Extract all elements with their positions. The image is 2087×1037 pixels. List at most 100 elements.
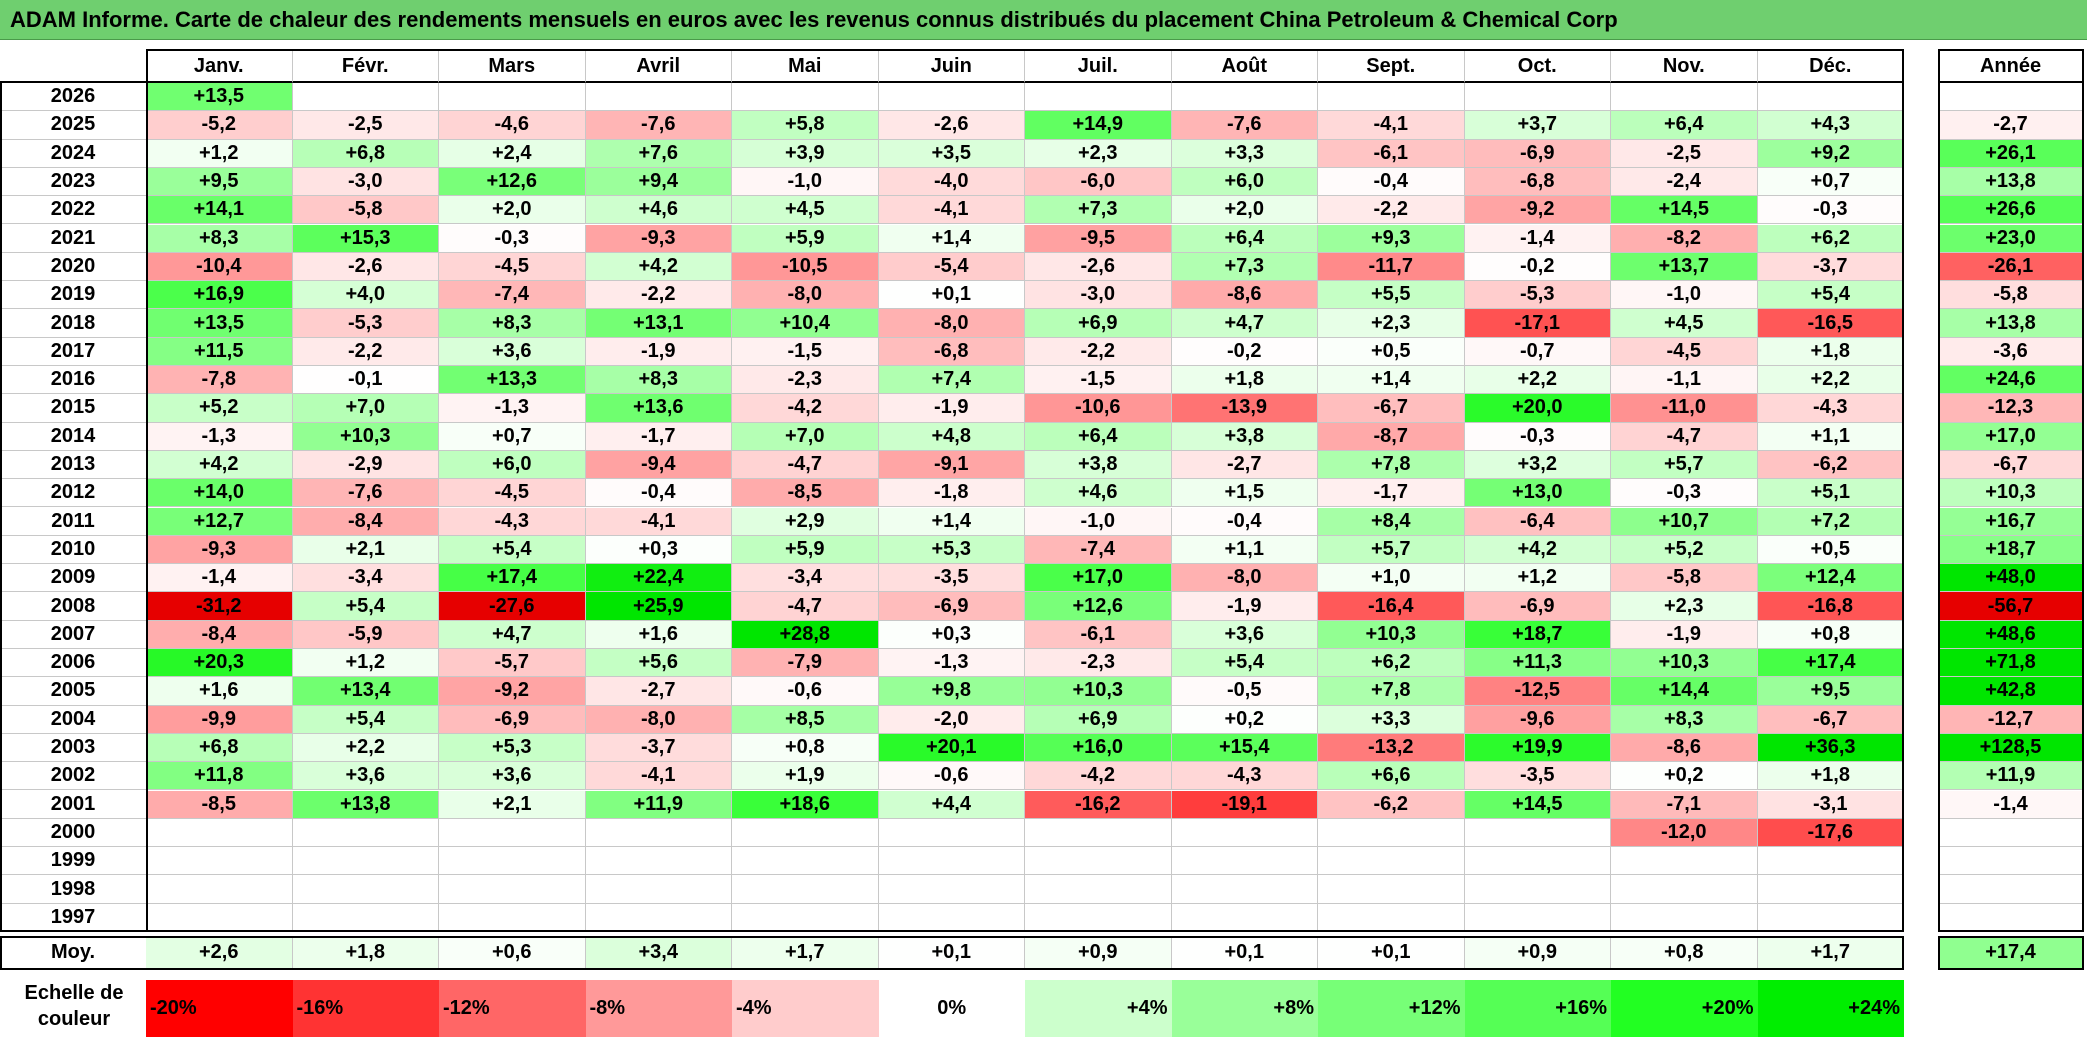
heatmap-cell: -16,8	[1757, 592, 1904, 621]
scale-swatch: -20%	[146, 980, 293, 1037]
heatmap-cell: +4,4	[878, 790, 1025, 819]
heatmap-cell	[878, 847, 1025, 876]
heatmap-cell: +2,2	[292, 733, 439, 763]
heatmap-cell: -0,3	[1757, 196, 1904, 225]
heatmap-cell: -11,0	[1611, 394, 1758, 423]
year-label: 2006	[0, 649, 146, 678]
heatmap-cell: +6,9	[1025, 705, 1172, 734]
heatmap-cell: +5,2	[146, 394, 293, 423]
heatmap-cell: -9,1	[878, 450, 1025, 480]
heatmap-cell: +6,4	[1025, 422, 1172, 451]
heatmap-cell: -8,2	[1611, 224, 1758, 253]
heatmap-cell: -10,6	[1025, 394, 1172, 423]
heatmap-cell: +4,0	[292, 281, 439, 310]
heatmap-cell: +11,9	[585, 790, 732, 819]
scale-swatch: +8%	[1171, 980, 1318, 1037]
heatmap-cell: +5,7	[1318, 535, 1465, 565]
heatmap-cell	[1464, 875, 1611, 904]
heatmap-cell	[1611, 875, 1758, 904]
heatmap-cell: -7,1	[1611, 790, 1758, 819]
heatmap-cell: +8,3	[1611, 705, 1758, 734]
heatmap-cell: +7,3	[1025, 196, 1172, 225]
heatmap-cell: +5,5	[1318, 281, 1465, 310]
heatmap-cell	[146, 875, 293, 904]
heatmap-cell	[1464, 847, 1611, 876]
heatmap-cell: +14,0	[146, 479, 293, 508]
annual-cell: +42,8	[1938, 677, 2084, 706]
heatmap-cell: +2,3	[1318, 309, 1465, 338]
heatmap-cell: -3,7	[1757, 252, 1904, 282]
heatmap-cell: -8,7	[1318, 422, 1465, 451]
heatmap-cell	[1464, 83, 1611, 112]
heatmap-cell: -6,9	[1464, 139, 1611, 168]
heatmap-cell: -6,0	[1025, 167, 1172, 197]
heatmap-cell: -12,0	[1611, 818, 1758, 848]
month-header: Févr.	[292, 49, 439, 83]
heatmap-cell: +6,2	[1757, 224, 1904, 253]
heatmap-cell: -1,0	[1611, 281, 1758, 310]
heatmap-cell: +17,4	[1757, 649, 1904, 678]
heatmap-cell: -1,9	[878, 394, 1025, 423]
year-label: 2002	[0, 762, 146, 791]
heatmap-cell: +3,6	[439, 762, 586, 791]
heatmap-cell: +2,1	[439, 790, 586, 819]
month-header: Juil.	[1025, 49, 1172, 83]
heatmap-cell: -9,2	[439, 677, 586, 706]
heatmap-cell: -3,1	[1757, 790, 1904, 819]
heatmap-cell: +12,6	[439, 167, 586, 197]
annual-cell: +10,3	[1938, 479, 2084, 508]
heatmap-cell: -13,2	[1318, 733, 1465, 763]
heatmap-cell: +4,7	[1171, 309, 1318, 338]
heatmap-cell: +0,3	[585, 535, 732, 565]
scale-swatch: +24%	[1757, 980, 1904, 1037]
heatmap-cell: -5,7	[439, 649, 586, 678]
heatmap-cell: -2,6	[292, 252, 439, 282]
heatmap-cell	[1025, 903, 1172, 932]
heatmap-cell: -3,5	[1464, 762, 1611, 791]
heatmap-cell: -3,4	[732, 564, 879, 593]
average-cell: +0,9	[1464, 936, 1611, 970]
heatmap-cell: +14,4	[1611, 677, 1758, 706]
heatmap-cell: -4,6	[439, 111, 586, 140]
heatmap-cell: +1,2	[146, 139, 293, 168]
heatmap-cell: -0,6	[878, 762, 1025, 791]
heatmap-cell: +1,6	[146, 677, 293, 706]
year-label: 2017	[0, 337, 146, 366]
heatmap-cell: +0,2	[1611, 762, 1758, 791]
heatmap-cell: -1,7	[1318, 479, 1465, 508]
heatmap-cell: -6,7	[1757, 705, 1904, 734]
heatmap-cell: -1,3	[146, 422, 293, 451]
heatmap-cell	[878, 903, 1025, 932]
heatmap-cell: +6,9	[1025, 309, 1172, 338]
year-label: 2025	[0, 111, 146, 140]
heatmap-cell: +12,6	[1025, 592, 1172, 621]
heatmap-cell: -0,3	[1464, 422, 1611, 451]
heatmap-cell: +13,6	[585, 394, 732, 423]
heatmap-cell: -3,5	[878, 564, 1025, 593]
month-header: Janv.	[146, 49, 293, 83]
annual-cell	[1938, 818, 2084, 848]
month-header: Avril	[585, 49, 732, 83]
heatmap-cell	[1611, 847, 1758, 876]
average-label: Moy.	[0, 936, 146, 970]
heatmap-cell: +2,4	[439, 139, 586, 168]
heatmap-cell: +20,0	[1464, 394, 1611, 423]
heatmap-cell: +28,8	[732, 620, 879, 649]
heatmap-cell: -9,9	[146, 705, 293, 734]
scale-swatch: 0%	[878, 980, 1025, 1037]
heatmap-cell: -27,6	[439, 592, 586, 621]
annual-cell: +71,8	[1938, 649, 2084, 678]
month-header: Oct.	[1464, 49, 1611, 83]
chart-title: ADAM Informe. Carte de chaleur des rende…	[10, 7, 1618, 32]
scale-swatch: +20%	[1611, 980, 1758, 1037]
heatmap-cell: +9,5	[146, 167, 293, 197]
heatmap-cell: +14,5	[1611, 196, 1758, 225]
title-bar: ADAM Informe. Carte de chaleur des rende…	[0, 0, 2087, 40]
heatmap-cell	[878, 875, 1025, 904]
heatmap-cell: -17,1	[1464, 309, 1611, 338]
heatmap-cell: +22,4	[585, 564, 732, 593]
scale-swatch: -16%	[292, 980, 439, 1037]
heatmap-cell: +5,4	[292, 592, 439, 621]
annual-header: Année	[1938, 49, 2084, 83]
heatmap-cell: -0,4	[1171, 507, 1318, 536]
